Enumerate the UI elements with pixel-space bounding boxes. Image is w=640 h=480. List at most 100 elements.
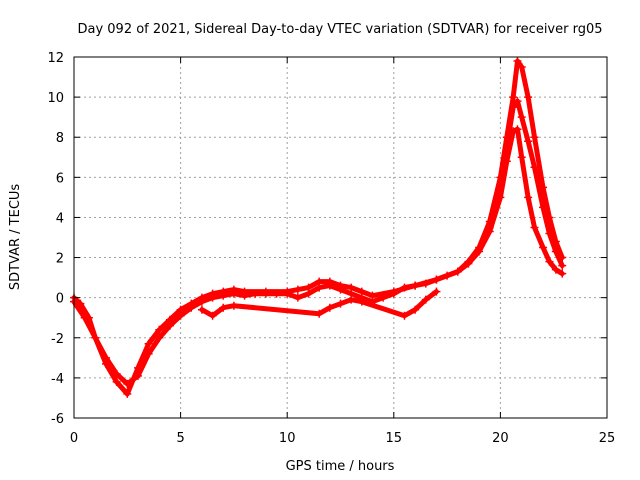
data-point-marker — [261, 287, 270, 296]
data-point-marker — [485, 223, 494, 232]
series-layer — [70, 57, 567, 398]
y-tick-label: -4 — [51, 372, 64, 387]
data-point-marker — [517, 113, 526, 122]
series-middle-branch — [485, 97, 567, 270]
data-point-marker — [315, 309, 324, 318]
x-tick-label: 10 — [279, 431, 296, 446]
data-point-marker — [293, 285, 302, 294]
data-point-marker — [165, 315, 174, 324]
x-axis-label: GPS time / hours — [286, 459, 395, 474]
data-point-marker — [347, 295, 356, 304]
x-tick-label: 25 — [599, 431, 616, 446]
data-point-marker — [91, 333, 100, 342]
data-point-marker — [432, 275, 441, 284]
data-point-marker — [176, 305, 185, 314]
data-point-marker — [558, 261, 567, 270]
data-point-marker — [545, 229, 554, 238]
data-point-marker — [421, 295, 430, 304]
x-tick-label: 20 — [492, 431, 509, 446]
data-point-marker — [368, 291, 377, 300]
series-dip-segments — [197, 287, 441, 320]
data-point-marker — [325, 277, 334, 286]
data-point-marker — [357, 287, 366, 296]
data-point-marker — [336, 299, 345, 308]
data-point-marker — [400, 311, 409, 320]
data-point-marker — [464, 257, 473, 266]
data-point-marker — [112, 377, 121, 386]
data-point-marker — [155, 325, 164, 334]
y-tick-label: -2 — [51, 332, 64, 347]
data-point-marker — [315, 277, 324, 286]
data-point-marker — [155, 333, 164, 342]
x-tick-label: 5 — [176, 431, 184, 446]
data-point-marker — [513, 57, 522, 66]
data-point-marker — [283, 287, 292, 296]
chart-title: Day 092 of 2021, Sidereal Day-to-day VTE… — [77, 22, 602, 37]
series-track — [487, 98, 565, 269]
data-point-marker — [539, 203, 548, 212]
data-point-marker — [357, 297, 366, 306]
y-tick-label: 8 — [56, 131, 64, 146]
data-point-marker — [513, 125, 522, 134]
y-axis-label: SDTVAR / TECUs — [8, 184, 23, 291]
y-tick-label: 12 — [47, 51, 64, 66]
data-point-marker — [123, 389, 132, 398]
ticks: 0 5 10 15 20 25 -6 -4 -2 0 2 4 6 8 10 12 — [47, 51, 615, 446]
data-point-marker — [539, 243, 548, 252]
data-point-marker — [509, 103, 518, 112]
data-point-marker — [304, 283, 313, 292]
data-point-marker — [411, 281, 420, 290]
data-point-marker — [509, 93, 518, 102]
data-point-marker — [558, 269, 567, 278]
data-point-marker — [524, 193, 533, 202]
data-point-marker — [545, 257, 554, 266]
y-tick-label: 6 — [56, 171, 64, 186]
data-point-marker — [517, 153, 526, 162]
data-point-marker — [187, 299, 196, 308]
y-tick-label: 0 — [56, 292, 64, 307]
data-point-marker — [144, 339, 153, 348]
data-point-marker — [496, 183, 505, 192]
data-point-marker — [240, 287, 249, 296]
data-point-marker — [101, 359, 110, 368]
data-point-marker — [524, 137, 533, 146]
data-point-marker — [530, 133, 539, 142]
data-point-marker — [336, 281, 345, 290]
y-tick-label: 2 — [56, 252, 64, 267]
data-point-marker — [293, 293, 302, 302]
data-point-marker — [219, 287, 228, 296]
data-point-marker — [208, 289, 217, 298]
data-point-marker — [524, 93, 533, 102]
data-point-marker — [197, 305, 206, 314]
data-point-marker — [347, 283, 356, 292]
x-tick-label: 15 — [386, 431, 403, 446]
data-point-marker — [133, 363, 142, 372]
data-point-marker — [229, 301, 238, 310]
y-tick-label: 10 — [47, 91, 64, 106]
data-point-marker — [229, 285, 238, 294]
data-point-marker — [80, 313, 89, 322]
series-upper-branch — [70, 57, 567, 398]
data-point-marker — [513, 97, 522, 106]
data-point-marker — [411, 305, 420, 314]
x-tick-label: 0 — [70, 431, 78, 446]
grid — [74, 57, 607, 418]
data-point-marker — [453, 267, 462, 276]
y-tick-label: 4 — [56, 211, 64, 226]
data-point-marker — [389, 287, 398, 296]
series-track — [71, 126, 565, 387]
data-point-marker — [475, 243, 484, 252]
data-point-marker — [551, 265, 560, 274]
data-point-marker — [432, 287, 441, 296]
data-point-marker — [530, 223, 539, 232]
data-point-marker — [551, 247, 560, 256]
data-point-marker — [208, 311, 217, 320]
data-point-marker — [517, 63, 526, 72]
y-tick-label: -6 — [51, 412, 64, 427]
data-point-marker — [502, 143, 511, 152]
data-point-marker — [219, 303, 228, 312]
data-point-marker — [530, 163, 539, 172]
data-point-marker — [325, 303, 334, 312]
plot-frame — [73, 56, 608, 419]
